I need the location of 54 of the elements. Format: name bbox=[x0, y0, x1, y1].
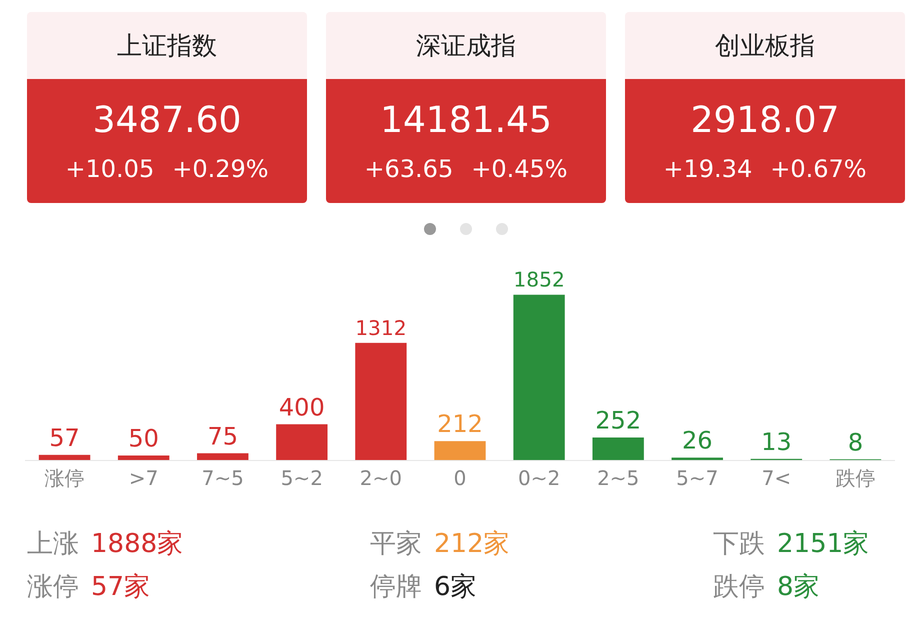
data-label: 400 bbox=[278, 393, 325, 422]
x-tick-label: >7 bbox=[128, 466, 158, 490]
data-label: 26 bbox=[682, 426, 713, 455]
x-tick-label: 7< bbox=[762, 466, 792, 490]
bar bbox=[197, 453, 248, 460]
text: 停牌 bbox=[370, 572, 422, 602]
text: 6家 bbox=[434, 572, 477, 602]
text: 212家 bbox=[434, 529, 510, 559]
x-tick-label: 跌停 bbox=[835, 466, 876, 490]
text: 1888家 bbox=[91, 529, 184, 559]
data-label: 57 bbox=[49, 424, 80, 452]
data-label: 13 bbox=[761, 428, 792, 456]
x-tick-label: 5~7 bbox=[676, 466, 718, 490]
x-tick-label: 2~0 bbox=[360, 466, 402, 490]
data-label: 212 bbox=[437, 410, 483, 438]
x-tick-label: 涨停 bbox=[44, 466, 85, 490]
text: 创业板指 bbox=[625, 12, 905, 79]
text: +19.34 bbox=[663, 155, 752, 183]
bar bbox=[276, 424, 328, 460]
text: 2151家 bbox=[777, 529, 870, 559]
data-label: 252 bbox=[595, 406, 642, 435]
text: 下跌 bbox=[713, 529, 765, 559]
x-tick-label: 2~5 bbox=[597, 466, 640, 490]
data-label: 50 bbox=[128, 424, 159, 453]
text: 涨停 bbox=[27, 572, 79, 602]
data-label: 1312 bbox=[355, 316, 407, 340]
bar bbox=[355, 342, 407, 460]
text: 8家 bbox=[777, 572, 820, 602]
text: 平家 bbox=[370, 529, 422, 559]
text: 14181.45 bbox=[379, 99, 553, 143]
x-tick-label: 0 bbox=[454, 466, 466, 490]
text: 深证成指 bbox=[326, 12, 606, 79]
text: 2918.07 bbox=[690, 99, 840, 143]
data-label: 8 bbox=[848, 428, 864, 456]
bar bbox=[118, 456, 170, 460]
text: 上证指数 bbox=[27, 12, 307, 79]
text: +10.05 bbox=[65, 155, 154, 183]
bar bbox=[38, 454, 90, 460]
bar bbox=[592, 438, 644, 460]
x-tick-label: 5~2 bbox=[280, 466, 323, 490]
text: 57家 bbox=[91, 572, 150, 602]
text: 跌停 bbox=[713, 572, 765, 602]
text: +0.67% bbox=[770, 155, 867, 183]
text: +0.45% bbox=[471, 155, 568, 183]
text: +63.65 bbox=[364, 155, 454, 183]
text: +0.29% bbox=[172, 155, 269, 183]
text: 3487.60 bbox=[92, 99, 242, 143]
bar bbox=[513, 294, 565, 460]
x-tick-label: 0~2 bbox=[518, 466, 560, 490]
x-tick-label: 7~5 bbox=[202, 466, 244, 490]
text: 上涨 bbox=[27, 529, 79, 559]
data-label: 1852 bbox=[513, 268, 565, 292]
data-label: 75 bbox=[207, 422, 238, 450]
bar bbox=[434, 441, 486, 460]
